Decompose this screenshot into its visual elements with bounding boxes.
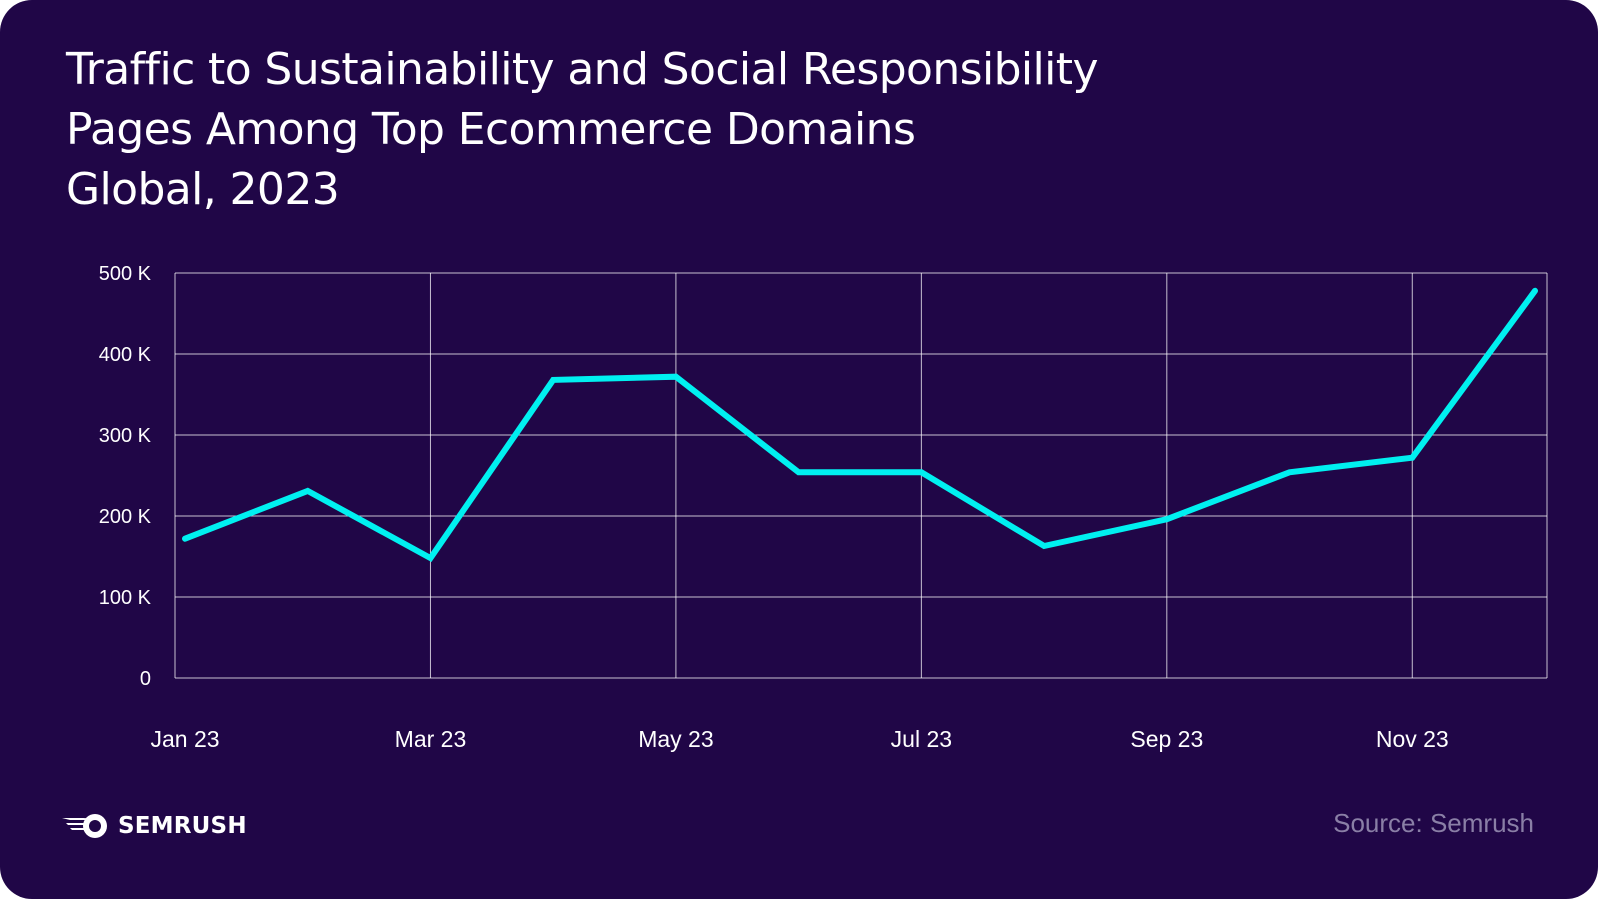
x-tick-label: Nov 23 <box>1376 726 1449 752</box>
semrush-logo: SEMRUSH <box>62 810 247 842</box>
y-tick-label: 200 K <box>99 506 152 528</box>
x-tick-label: Jan 23 <box>150 726 219 752</box>
data-point <box>1411 457 1413 459</box>
title-line-3: Global, 2023 <box>66 164 340 215</box>
data-point <box>307 490 309 492</box>
title-line-2: Pages Among Top Ecommerce Domains <box>66 104 916 155</box>
y-tick-label: 0 <box>140 668 151 690</box>
x-tick-label: Sep 23 <box>1130 726 1203 752</box>
y-tick-label: 300 K <box>99 425 152 447</box>
source-note: Source: Semrush <box>1333 808 1534 838</box>
data-point <box>798 471 800 473</box>
y-tick-label: 100 K <box>99 587 152 609</box>
data-point <box>552 379 554 381</box>
data-point <box>1043 545 1045 547</box>
y-tick-label: 400 K <box>99 344 152 366</box>
data-point <box>429 557 431 559</box>
data-point <box>1289 471 1291 473</box>
title-line-1: Traffic to Sustainability and Social Res… <box>66 44 1098 95</box>
series-line <box>182 287 1538 563</box>
brand-name: SEMRUSH <box>118 813 247 839</box>
y-tick-label: 500 K <box>99 263 152 285</box>
data-point <box>184 538 186 540</box>
x-tick-label: Mar 23 <box>395 726 467 752</box>
semrush-fireball-icon <box>62 814 107 838</box>
x-tick-label: May 23 <box>638 726 713 752</box>
x-tick-label: Jul 23 <box>891 726 952 752</box>
data-point <box>920 471 922 473</box>
data-point <box>1534 290 1536 292</box>
chart-title: Traffic to Sustainability and Social Res… <box>66 40 1366 220</box>
data-point <box>1166 518 1168 520</box>
data-point <box>675 376 677 378</box>
